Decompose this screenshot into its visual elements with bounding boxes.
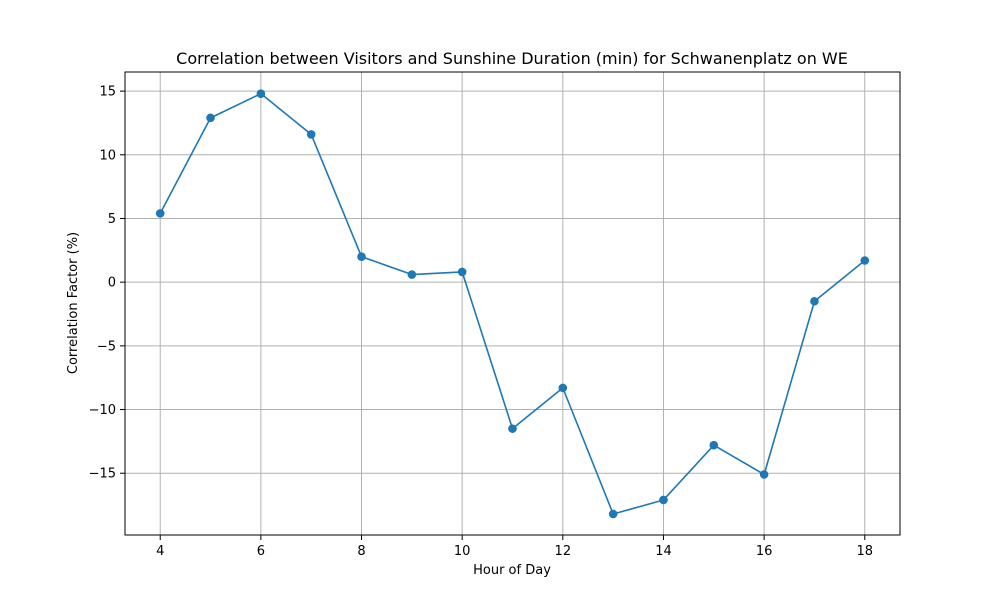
data-point bbox=[155, 209, 165, 218]
data-point bbox=[860, 256, 870, 265]
series-line-layer bbox=[155, 89, 870, 519]
y-tick-label: 10 bbox=[99, 148, 116, 163]
x-tick-label: 16 bbox=[756, 544, 773, 559]
data-point bbox=[256, 89, 266, 98]
grid-lines bbox=[125, 72, 900, 535]
x-tick-label: 8 bbox=[357, 544, 365, 559]
x-tick-label: 18 bbox=[856, 544, 873, 559]
y-tick-label: 5 bbox=[108, 212, 116, 227]
y-tick-label: −10 bbox=[89, 403, 116, 418]
y-tick-label: 15 bbox=[99, 85, 116, 100]
data-point bbox=[357, 252, 366, 261]
y-tick-label: −15 bbox=[89, 467, 116, 482]
x-tick-label: 14 bbox=[655, 544, 672, 559]
y-tick-label: −5 bbox=[97, 339, 116, 354]
data-point bbox=[407, 270, 417, 279]
data-point bbox=[810, 296, 819, 306]
data-point bbox=[659, 495, 668, 505]
x-tick-label: 4 bbox=[156, 544, 164, 559]
data-point bbox=[306, 130, 316, 139]
y-axis-label: Correlation Factor (%) bbox=[66, 232, 81, 374]
y-tick-label: 0 bbox=[108, 276, 116, 291]
chart-title: Correlation between Visitors and Sunshin… bbox=[176, 49, 848, 68]
data-point bbox=[508, 424, 517, 433]
series-line bbox=[159, 92, 866, 515]
data-point bbox=[759, 470, 769, 479]
data-point bbox=[457, 267, 467, 277]
axis-ticks: 4 6 8 10 12 14 16 18 −15 −10 −5 0 5 10 15 bbox=[89, 85, 873, 559]
plot-frame bbox=[124, 71, 901, 536]
x-axis-label: Hour of Day bbox=[473, 563, 551, 578]
data-point bbox=[558, 383, 568, 393]
data-point bbox=[709, 440, 719, 450]
x-tick-label: 6 bbox=[257, 544, 265, 559]
x-tick-label: 12 bbox=[555, 544, 572, 559]
data-point bbox=[608, 509, 618, 519]
x-tick-label: 10 bbox=[454, 544, 471, 559]
data-point bbox=[206, 113, 215, 123]
